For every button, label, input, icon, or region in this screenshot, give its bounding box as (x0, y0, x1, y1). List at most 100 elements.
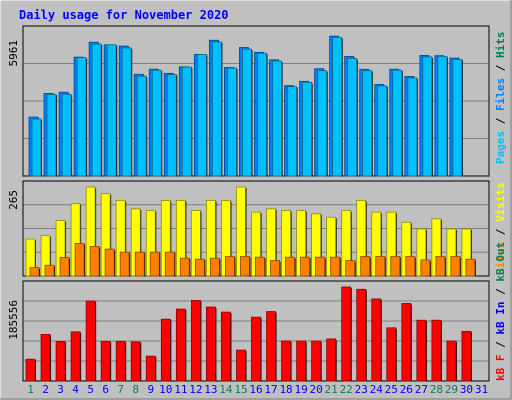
x-tick-day-3: 3 (57, 383, 64, 396)
legend-entry: / (494, 335, 507, 355)
bar-kb-f-day-28 (431, 319, 442, 382)
bar-kb-f-day-11 (175, 308, 186, 382)
bar-kb-f-day-9 (145, 355, 156, 382)
bar-sites-day-6 (104, 248, 115, 277)
bar-sites-day-2 (44, 264, 55, 277)
legend-entry: kB In (494, 302, 507, 335)
bar-sites-day-23 (360, 256, 371, 277)
x-tick-day-28: 28 (430, 383, 443, 396)
bar-kb-f-day-2 (40, 333, 51, 382)
x-tick-day-12: 12 (189, 383, 202, 396)
panel-kb-in-out-f: 185556 (7, 280, 490, 382)
panel-visits-sites: 265 (7, 180, 490, 277)
bar-kb-f-day-6 (100, 341, 111, 382)
x-tick-day-13: 13 (204, 383, 217, 396)
bar-sites-day-16 (255, 256, 265, 277)
bar-kb-f-day-10 (160, 318, 171, 382)
bar-pages-day-18 (287, 86, 297, 177)
legend-entry: kB Out (494, 242, 507, 282)
bar-kb-f-day-13 (206, 306, 216, 382)
bar-sites-day-13 (209, 257, 220, 277)
x-tick-day-29: 29 (445, 383, 458, 396)
bar-sites-day-14 (225, 256, 235, 277)
bar-kb-f-day-26 (401, 303, 412, 382)
x-tick-day-17: 17 (264, 383, 277, 396)
bar-kb-f-day-27 (416, 319, 427, 382)
bar-pages-day-24 (377, 85, 388, 177)
bar-pages-day-6 (106, 44, 117, 177)
bar-kb-f-day-12 (190, 300, 201, 382)
y-max-label: 265 (7, 190, 20, 210)
x-tick-day-31: 31 (475, 383, 488, 396)
bar-kb-f-day-30 (461, 330, 472, 382)
bar-pages-day-25 (392, 69, 403, 177)
bar-kb-f-day-8 (130, 341, 141, 382)
chart-panels: 5961 265 185556 (7, 25, 490, 382)
bar-sites-day-19 (300, 256, 310, 277)
x-tick-day-11: 11 (174, 383, 187, 396)
bar-sites-day-29 (450, 256, 461, 277)
bar-pages-day-1 (31, 118, 42, 177)
bar-kb-f-day-4 (70, 331, 81, 382)
bar-sites-day-25 (390, 256, 401, 277)
x-tick-day-9: 9 (147, 383, 154, 396)
bar-pages-day-8 (136, 75, 147, 177)
bar-sites-day-15 (240, 256, 250, 277)
bar-pages-day-20 (317, 70, 328, 177)
bar-sites-day-3 (59, 257, 70, 277)
bar-kb-f-day-24 (371, 298, 382, 382)
legend-entry: kB F (494, 355, 507, 382)
legend-kbf-kbin-kbout: kB F / kB In / kB Out (494, 242, 507, 381)
x-tick-day-14: 14 (219, 383, 233, 396)
x-tick-day-21: 21 (325, 383, 338, 396)
bar-pages-day-23 (362, 70, 373, 177)
bar-kb-f-day-23 (356, 288, 367, 382)
x-tick-day-30: 30 (460, 383, 473, 396)
bar-sites-day-5 (89, 246, 100, 277)
bar-sites-day-24 (375, 256, 386, 277)
bar-sites-day-18 (285, 256, 295, 277)
bar-kb-f-day-16 (251, 316, 261, 382)
bar-sites-day-21 (330, 256, 341, 277)
x-tick-day-10: 10 (159, 383, 172, 396)
legend-pages-files-hits: Pages / Files / Hits (494, 32, 507, 165)
bar-pages-day-15 (242, 48, 252, 177)
x-tick-day-25: 25 (385, 383, 398, 396)
x-tick-day-26: 26 (400, 383, 413, 396)
x-tick-day-7: 7 (117, 383, 124, 396)
legend-entry: Files (494, 78, 507, 111)
legend-sites-visits: Sites / Visits (494, 182, 507, 275)
bar-sites-day-4 (74, 243, 85, 277)
bar-sites-day-8 (134, 251, 145, 277)
bar-pages-day-16 (257, 52, 267, 177)
bar-pages-day-28 (437, 56, 448, 177)
bar-pages-day-11 (181, 66, 192, 177)
bar-sites-day-10 (164, 251, 175, 277)
x-tick-day-27: 27 (415, 383, 428, 396)
x-tick-day-16: 16 (249, 383, 262, 396)
bar-sites-day-22 (345, 260, 356, 277)
bar-kb-f-day-22 (341, 286, 352, 382)
bar-pages-day-26 (407, 77, 418, 177)
bar-sites-day-12 (194, 258, 205, 277)
bar-sites-day-11 (179, 257, 190, 277)
x-tick-day-4: 4 (72, 383, 79, 396)
bar-kb-f-day-19 (296, 340, 306, 382)
x-tick-day-6: 6 (102, 383, 109, 396)
bar-sites-day-9 (149, 251, 160, 277)
bar-sites-day-27 (420, 259, 431, 277)
bar-pages-day-21 (332, 36, 343, 177)
bar-pages-day-29 (452, 58, 463, 177)
bar-pages-day-7 (121, 47, 132, 177)
x-tick-day-19: 19 (294, 383, 307, 396)
y-max-label: 185556 (7, 300, 20, 340)
bar-kb-f-day-3 (55, 341, 66, 382)
bar-pages-day-13 (211, 41, 222, 177)
x-tick-day-8: 8 (132, 383, 139, 396)
legend-entry: Visits (494, 182, 507, 222)
bar-kb-f-day-25 (386, 327, 397, 382)
x-tick-day-23: 23 (355, 383, 368, 396)
x-tick-day-24: 24 (370, 383, 384, 396)
bar-pages-day-5 (91, 43, 102, 177)
